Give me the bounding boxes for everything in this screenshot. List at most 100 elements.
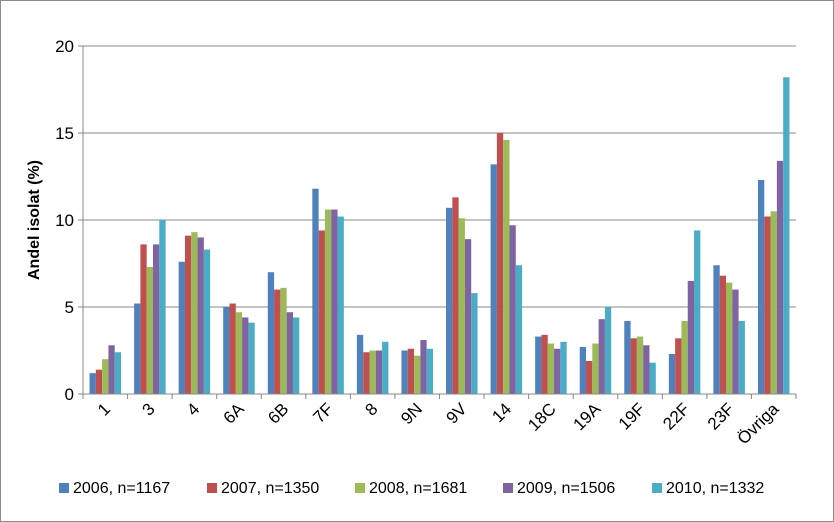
x-tick-label: 23F <box>704 399 738 433</box>
bar <box>496 133 504 394</box>
bar <box>420 340 427 394</box>
bar <box>509 225 516 394</box>
x-tick-label: 8 <box>361 399 381 419</box>
bar <box>490 164 497 394</box>
bar <box>203 249 211 394</box>
bar <box>178 261 185 394</box>
bar <box>95 369 103 394</box>
bar <box>535 336 542 394</box>
x-tick-label: 22F <box>659 399 693 433</box>
x-tick-label: 9N <box>397 399 426 428</box>
y-tick-label: 5 <box>65 298 74 317</box>
bar <box>286 312 293 394</box>
x-tick-label: Övriga <box>734 399 783 448</box>
bar <box>554 348 561 394</box>
bar <box>197 237 204 394</box>
bar <box>191 232 198 394</box>
bar <box>312 188 319 394</box>
legend-label: 2009, n=1506 <box>517 480 615 497</box>
bar <box>102 359 109 394</box>
bar <box>592 343 599 394</box>
x-tick-label: 19F <box>615 399 649 433</box>
bar <box>776 160 784 394</box>
y-tick-label: 10 <box>55 211 74 230</box>
y-tick-label: 20 <box>55 37 74 56</box>
x-tick-label: 7F <box>309 399 336 426</box>
bar <box>184 235 192 394</box>
bar <box>681 320 688 394</box>
bar <box>764 216 771 394</box>
bar <box>515 265 523 394</box>
bar <box>452 197 459 394</box>
y-tick-label: 0 <box>65 385 74 404</box>
x-tick-label: 9V <box>442 399 471 428</box>
bar <box>292 317 300 394</box>
bar <box>114 352 122 394</box>
legend-label: 2006, n=1167 <box>73 480 170 497</box>
bar <box>375 350 383 394</box>
bar <box>783 77 790 394</box>
bar <box>401 350 408 394</box>
bar <box>140 244 147 394</box>
x-tick-label: 3 <box>139 399 159 419</box>
bar <box>152 244 160 394</box>
bar <box>738 320 745 394</box>
legend-swatch <box>207 483 217 493</box>
bar <box>687 280 695 394</box>
bar <box>547 343 555 394</box>
bar <box>719 275 727 394</box>
bar <box>630 338 637 394</box>
bar <box>770 211 777 394</box>
bar <box>713 265 720 394</box>
bar <box>337 216 344 394</box>
bar <box>89 373 96 394</box>
x-tick-label: 19A <box>569 399 604 434</box>
bar <box>503 139 510 394</box>
bar <box>280 287 287 394</box>
legend-label: 2008, n=1681 <box>369 480 467 497</box>
bar <box>318 230 325 394</box>
bar <box>757 179 765 394</box>
bar <box>598 319 605 394</box>
legend-swatch <box>652 483 662 493</box>
legend-swatch <box>59 483 69 493</box>
bar <box>324 209 332 394</box>
x-tick-label: 6B <box>264 399 292 427</box>
bar <box>604 307 612 394</box>
bar <box>407 348 415 394</box>
bar <box>223 307 230 394</box>
bar <box>636 336 644 394</box>
bar <box>146 266 153 394</box>
bar <box>382 341 389 394</box>
bar <box>108 345 115 394</box>
bar <box>668 353 676 394</box>
bar <box>579 347 587 394</box>
bar <box>446 207 453 394</box>
bar <box>675 338 682 394</box>
bar <box>694 230 701 394</box>
legend-swatch <box>503 483 513 493</box>
bar <box>274 289 281 394</box>
legend-swatch <box>355 483 365 493</box>
bar <box>464 239 472 394</box>
bar <box>134 303 141 394</box>
legend-label: 2010, n=1332 <box>666 480 764 497</box>
bar <box>369 350 376 394</box>
bar <box>363 352 370 394</box>
bar <box>356 334 364 394</box>
bar <box>586 360 593 394</box>
bar <box>414 355 421 394</box>
bar <box>267 272 275 394</box>
bar <box>242 317 249 394</box>
legend-label: 2007, n=1350 <box>221 480 319 497</box>
x-tick-label: 6A <box>220 399 249 428</box>
bar <box>331 209 338 394</box>
y-tick-label: 15 <box>55 124 74 143</box>
bar <box>426 348 433 394</box>
x-tick-label: 14 <box>488 399 515 426</box>
x-tick-label: 1 <box>94 399 114 419</box>
bar <box>560 341 567 394</box>
y-axis-title: Andel isolat (%) <box>26 160 43 280</box>
